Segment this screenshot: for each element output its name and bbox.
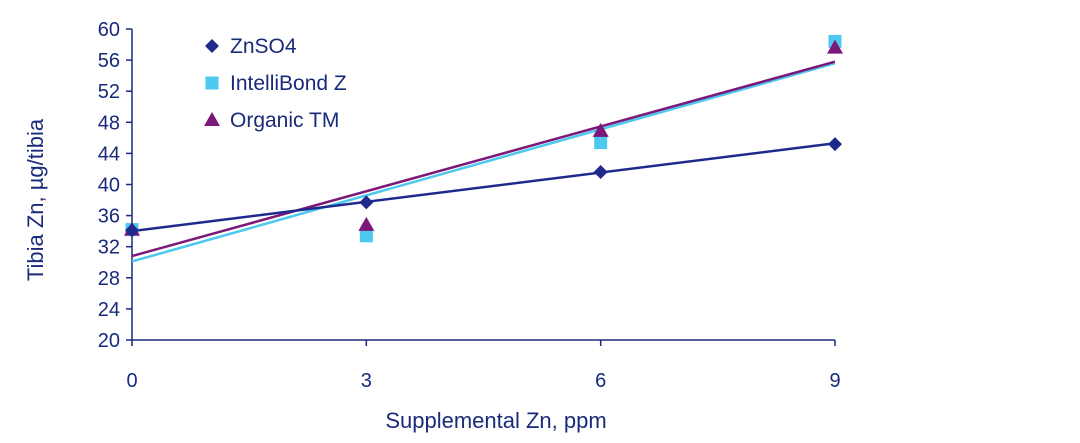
legend-label: IntelliBond Z xyxy=(230,72,347,95)
y-tick-label: 40 xyxy=(98,175,120,197)
trendline-znso4 xyxy=(131,142,836,233)
y-tick-label: 56 xyxy=(98,50,120,72)
legend-marker xyxy=(204,112,220,126)
data-point-znso4 xyxy=(359,195,374,210)
data-point-organic-tm xyxy=(592,122,609,137)
data-point-organic-tm xyxy=(827,39,843,54)
y-ticks: 20 24 28 32 36 40 44 48 52 56 60 xyxy=(98,19,132,352)
y-tick-label: 60 xyxy=(98,19,120,41)
x-ticks: 0 3 6 9 xyxy=(126,340,841,392)
y-axis-title: Tibia Zn, µg/tibia xyxy=(23,118,48,281)
y-tick-label: 52 xyxy=(98,81,120,103)
y-tick-label: 20 xyxy=(98,330,120,352)
legend-label: Organic TM xyxy=(230,109,339,132)
data-point-intellibond-z xyxy=(359,229,373,243)
y-tick-label: 28 xyxy=(98,268,120,290)
legend: ZnSO4 IntelliBond Z Organic TM xyxy=(204,35,347,132)
trendline-intellibond-z xyxy=(131,62,836,263)
y-tick-label: 32 xyxy=(98,237,120,259)
trendline-organic-tm xyxy=(131,60,836,258)
legend-marker xyxy=(205,76,219,90)
x-tick-label: 0 xyxy=(126,370,137,392)
legend-marker xyxy=(205,39,219,53)
x-axis-title: Supplemental Zn, ppm xyxy=(385,408,606,433)
data-point-organic-tm xyxy=(358,216,375,231)
data-points xyxy=(124,34,843,243)
legend-label: ZnSO4 xyxy=(230,35,297,58)
y-tick-label: 24 xyxy=(98,299,120,321)
data-point-znso4 xyxy=(593,165,608,180)
x-tick-label: 3 xyxy=(361,370,372,392)
x-tick-label: 6 xyxy=(595,370,606,392)
x-tick-label: 9 xyxy=(829,370,840,392)
data-point-intellibond-z xyxy=(594,136,608,150)
trendlines xyxy=(131,60,836,263)
y-tick-label: 36 xyxy=(98,206,120,228)
data-point-znso4 xyxy=(125,223,139,238)
data-point-znso4 xyxy=(828,137,842,152)
y-tick-label: 44 xyxy=(98,143,120,165)
y-tick-label: 48 xyxy=(98,112,120,134)
